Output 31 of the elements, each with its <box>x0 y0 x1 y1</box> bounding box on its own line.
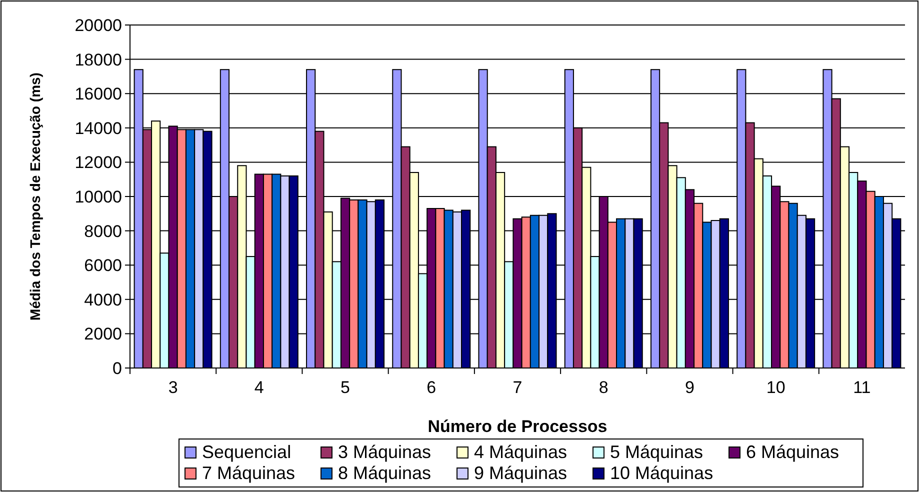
x-tick-label: 10 <box>766 378 786 397</box>
y-tick-label: 4000 <box>84 290 122 310</box>
y-tick-label: 16000 <box>74 84 122 104</box>
x-tick-label: 8 <box>598 378 608 397</box>
y-tick-label: 10000 <box>74 187 122 206</box>
legend-label: 4 Máquinas <box>474 442 568 462</box>
y-tick-label: 6000 <box>84 256 122 276</box>
legend-label: 6 Máquinas <box>746 442 840 462</box>
x-tick-label: 7 <box>512 378 522 397</box>
x-tick-label: 4 <box>254 378 264 397</box>
y-axis-title: Média dos Tempos de Execução (ms) <box>27 72 43 320</box>
y-tick-label: 18000 <box>74 50 122 70</box>
x-tick-label: 6 <box>426 378 436 397</box>
x-tick-label: 5 <box>340 378 350 397</box>
y-tick-label: 14000 <box>74 118 122 138</box>
y-tick-label: 8000 <box>84 222 122 241</box>
legend-label: 10 Máquinas <box>610 463 714 483</box>
y-tick-label: 0 <box>112 358 122 378</box>
legend-label: 8 Máquinas <box>338 463 432 483</box>
y-tick-label: 2000 <box>84 324 122 344</box>
legend-label: 9 Máquinas <box>474 463 568 483</box>
legend-label: 3 Máquinas <box>338 442 432 462</box>
x-axis-title: Número de Processos <box>428 417 608 436</box>
y-tick-label: 12000 <box>74 153 122 172</box>
x-tick-label: 3 <box>168 378 178 397</box>
x-tick-label: 11 <box>853 378 871 397</box>
legend-label: Sequencial <box>202 442 292 462</box>
legend-label: 7 Máquinas <box>202 463 296 483</box>
y-tick-label: 20000 <box>74 16 122 35</box>
legend-label: 5 Máquinas <box>610 442 704 462</box>
x-tick-label: 9 <box>684 378 694 397</box>
